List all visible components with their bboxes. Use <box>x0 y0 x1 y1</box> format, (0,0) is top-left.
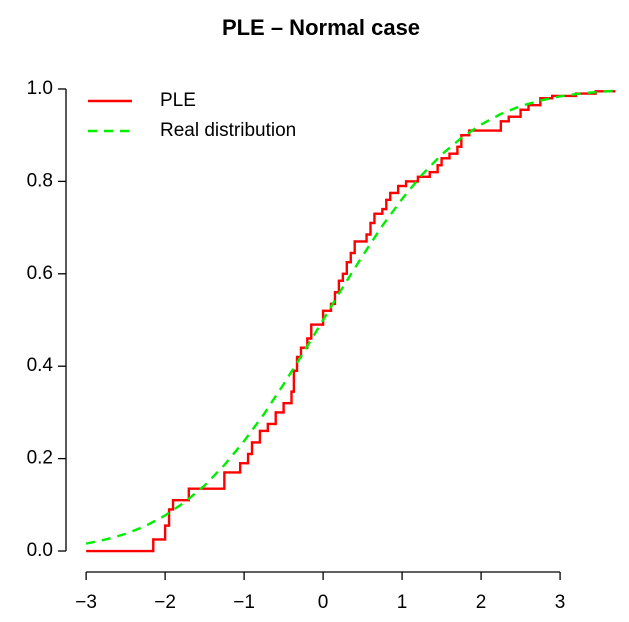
x-tick-label: 2 <box>476 592 487 613</box>
legend-label: PLE <box>160 90 196 111</box>
y-tick-label: 0.2 <box>27 448 53 469</box>
x-tick-label: 1 <box>397 592 408 613</box>
y-tick-label: 1.0 <box>27 78 53 99</box>
line-series <box>85 89 616 545</box>
chart-title: PLE – Normal case <box>222 15 420 40</box>
x-tick-label: −2 <box>154 592 176 613</box>
y-tick-label: 0.6 <box>27 263 53 284</box>
x-tick-label: 3 <box>555 592 566 613</box>
y-tick-label: 0.8 <box>27 170 53 191</box>
legend-label: Real distribution <box>160 120 296 141</box>
x-tick-label: 0 <box>318 592 329 613</box>
x-tick-label: −1 <box>233 592 255 613</box>
y-tick-label: 0.0 <box>27 540 53 561</box>
y-tick-label: 0.4 <box>27 355 54 376</box>
x-tick-label: −3 <box>75 592 97 613</box>
